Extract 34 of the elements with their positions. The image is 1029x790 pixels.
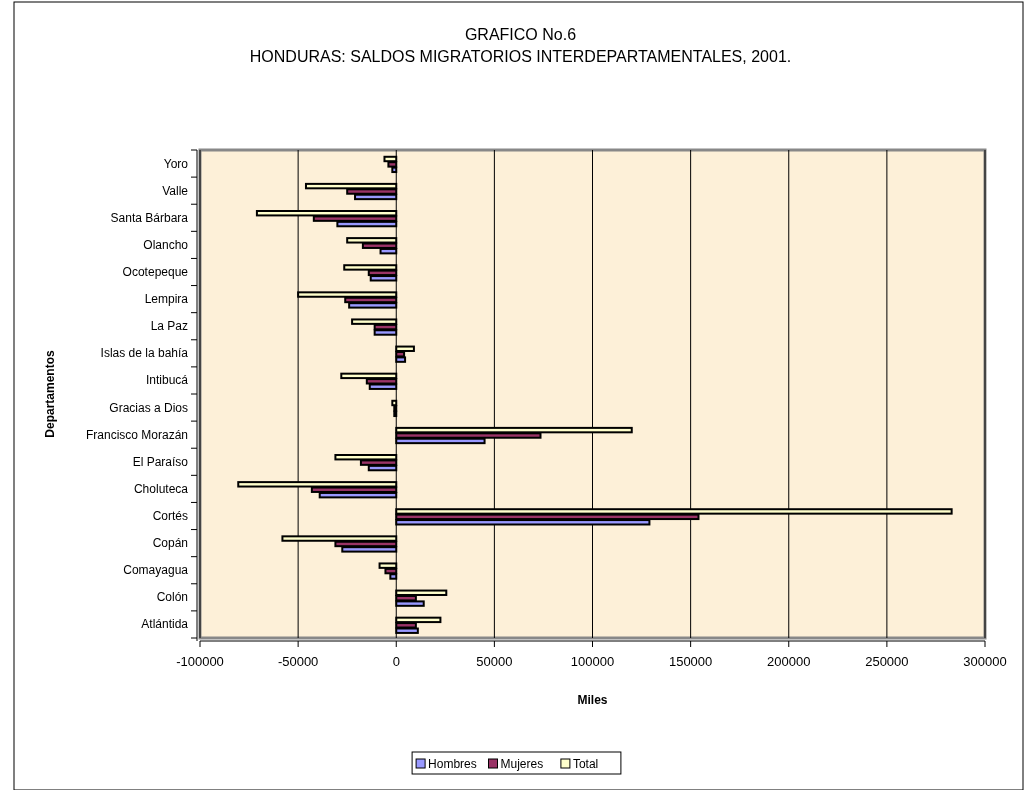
x-tick-label: 50000 [476,654,513,669]
y-tick-label: Gracias a Dios [109,400,188,415]
x-tick-label: -50000 [277,654,319,669]
chart-title: GRAFICO No.6 [464,26,577,43]
y-tick-label: Santa Bárbara [110,210,189,225]
x-tick-label: 200000 [767,654,811,669]
y-tick-label: Copán [152,536,188,551]
y-tick-label: Intibucá [145,373,189,388]
x-tick-label: 0 [392,654,400,669]
y-tick-label: Choluteca [133,481,189,496]
x-tick-label: 300000 [963,654,1007,669]
legend-label: Mujeres [500,757,544,771]
y-tick-label: La Paz [150,319,188,334]
y-tick-label: Francisco Morazán [85,427,188,442]
y-tick-label: Lempira [144,292,189,307]
chart-subtitle: HONDURAS: SALDOS MIGRATORIOS INTERDEPARTAMENTALES, 2001. [249,48,792,65]
x-tick-label: 250000 [865,654,909,669]
y-tick-label: Colón [156,590,188,605]
y-tick-label: El Paraíso [132,454,189,469]
y-tick-label: Ocotepeque [122,265,189,279]
x-axis-title: Miles [577,693,608,707]
y-tick-label: Comayagua [123,563,189,578]
y-tick-label: Cortés [152,509,188,523]
x-tick-label: -100000 [176,654,224,669]
y-tick-label: Atlántida [141,617,189,632]
y-tick-label: Yoro [163,156,189,171]
x-tick-label: 100000 [570,654,615,669]
legend-label: Hombres [428,757,477,771]
x-tick-label: 150000 [668,654,713,669]
y-tick-label: Valle [162,183,189,198]
y-axis-title: Departamentos [43,350,57,438]
y-tick-label: Olancho [143,237,189,252]
y-tick-label: Islas de la bahía [100,346,189,361]
legend-label: Total [572,757,599,771]
